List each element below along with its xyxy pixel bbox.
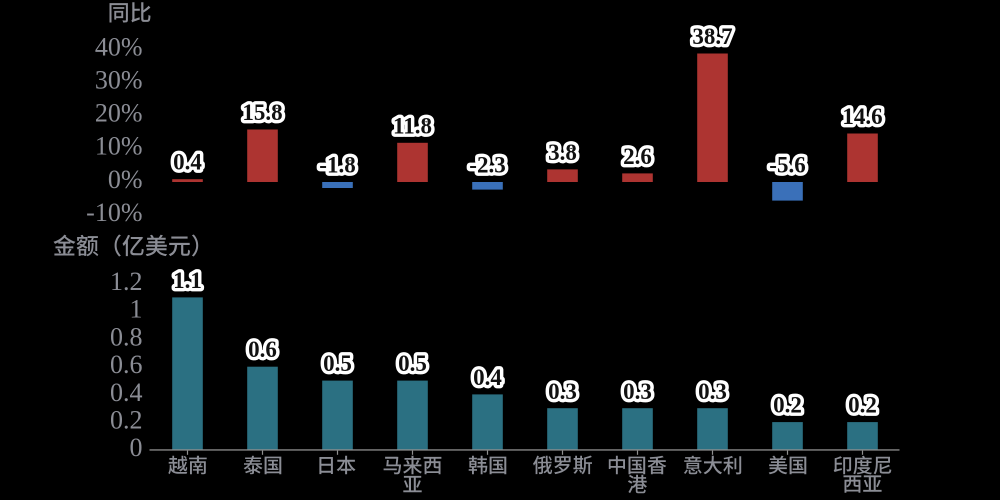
svg-text:-5.6: -5.6 — [769, 152, 805, 177]
svg-text:0.5: 0.5 — [398, 351, 427, 376]
svg-text:14.6: 14.6 — [842, 104, 882, 129]
svg-text:0.4: 0.4 — [173, 150, 202, 175]
svg-text:10%: 10% — [95, 132, 143, 161]
svg-text:0.3: 0.3 — [623, 379, 652, 404]
svg-text:15.8: 15.8 — [242, 100, 282, 125]
svg-text:0.6: 0.6 — [248, 337, 277, 362]
svg-text:0.6: 0.6 — [110, 350, 143, 379]
svg-text:1.2: 1.2 — [110, 267, 143, 296]
svg-text:38.7: 38.7 — [692, 24, 732, 49]
svg-text:0.3: 0.3 — [548, 379, 577, 404]
svg-text:0.2: 0.2 — [773, 393, 802, 418]
svg-text:40%: 40% — [95, 32, 143, 61]
svg-text:0.4: 0.4 — [110, 378, 143, 407]
svg-text:0.4: 0.4 — [473, 365, 502, 390]
svg-text:11.8: 11.8 — [393, 113, 432, 138]
svg-text:0.3: 0.3 — [698, 379, 727, 404]
svg-text:0: 0 — [130, 433, 143, 462]
svg-text:20%: 20% — [95, 99, 143, 128]
svg-text:0%: 0% — [108, 165, 143, 194]
svg-text:-10%: -10% — [86, 198, 142, 227]
svg-text:-1.8: -1.8 — [319, 152, 355, 177]
svg-text:0.2: 0.2 — [110, 406, 143, 435]
svg-text:0.8: 0.8 — [110, 322, 143, 351]
svg-text:0.5: 0.5 — [323, 351, 352, 376]
svg-text:-2.3: -2.3 — [469, 152, 505, 177]
svg-text:2.6: 2.6 — [623, 144, 652, 169]
svg-text:1.1: 1.1 — [173, 268, 202, 293]
svg-text:3.8: 3.8 — [548, 140, 577, 165]
svg-text:1: 1 — [130, 295, 143, 324]
svg-text:30%: 30% — [95, 66, 143, 95]
svg-text:0.2: 0.2 — [848, 393, 877, 418]
